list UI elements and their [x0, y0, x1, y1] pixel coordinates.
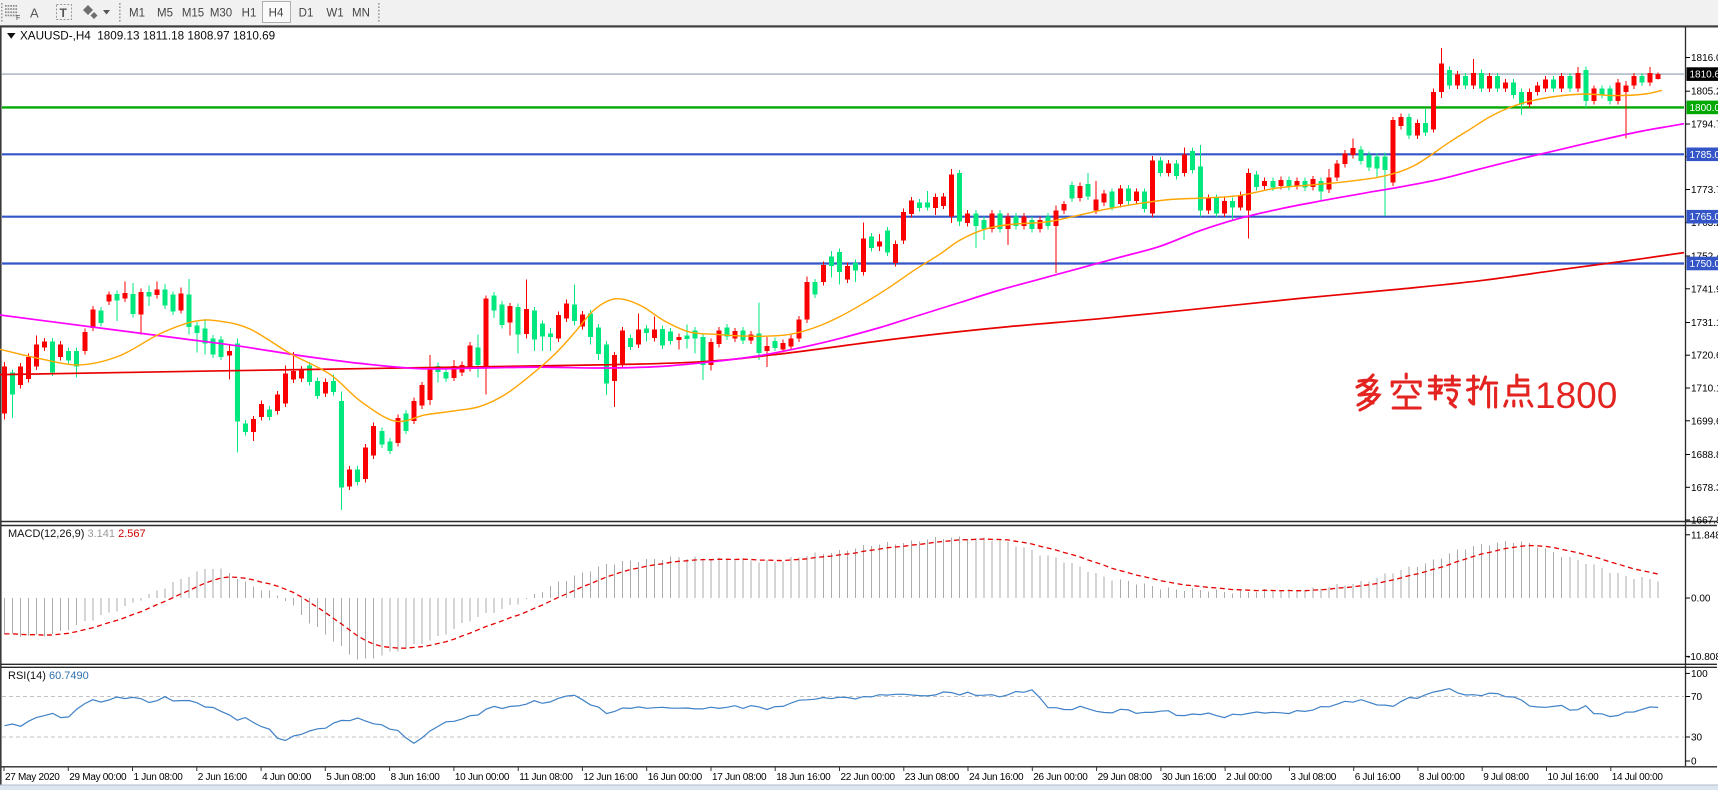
svg-text:M1: M1	[129, 8, 145, 20]
svg-text:1800: 1800	[1535, 375, 1617, 416]
svg-text:27 May 2020: 27 May 2020	[5, 772, 60, 783]
svg-text:8 Jun 16:00: 8 Jun 16:00	[391, 772, 441, 783]
svg-text:T: T	[60, 6, 68, 20]
svg-text:1750.0: 1750.0	[1690, 259, 1718, 270]
svg-text:29 May 00:00: 29 May 00:00	[69, 772, 127, 783]
svg-text:MACD(12,26,9) 3.141 2.567: MACD(12,26,9) 3.141 2.567	[8, 528, 146, 540]
svg-text:70: 70	[1691, 692, 1703, 703]
svg-text:1688.8: 1688.8	[1691, 450, 1718, 461]
svg-text:30 Jun 16:00: 30 Jun 16:00	[1162, 772, 1217, 783]
svg-text:H1: H1	[242, 8, 257, 20]
svg-text:1810.6: 1810.6	[1690, 70, 1718, 81]
svg-text:14 Jul 00:00: 14 Jul 00:00	[1612, 772, 1664, 783]
svg-text:11 Jun 08:00: 11 Jun 08:00	[519, 772, 573, 783]
svg-text:4 Jun 00:00: 4 Jun 00:00	[262, 772, 312, 783]
svg-text:8 Jul 00:00: 8 Jul 00:00	[1419, 772, 1465, 783]
svg-text:MN: MN	[352, 8, 370, 20]
svg-text:16 Jun 00:00: 16 Jun 00:00	[648, 772, 703, 783]
svg-text:1 Jun 08:00: 1 Jun 08:00	[134, 772, 184, 783]
svg-text:30: 30	[1691, 733, 1703, 744]
svg-text:5 Jun 08:00: 5 Jun 08:00	[326, 772, 376, 783]
svg-text:W1: W1	[326, 8, 343, 20]
svg-text:1667.8: 1667.8	[1691, 516, 1718, 527]
svg-text:1699.6: 1699.6	[1691, 416, 1718, 427]
svg-text:F: F	[16, 15, 20, 22]
svg-text:17 Jun 08:00: 17 Jun 08:00	[712, 772, 767, 783]
svg-text:0: 0	[1691, 757, 1697, 768]
svg-text:11.848: 11.848	[1691, 530, 1718, 541]
svg-text:29 Jun 08:00: 29 Jun 08:00	[1098, 772, 1153, 783]
svg-text:1678.3: 1678.3	[1691, 483, 1718, 494]
svg-text:1800.0: 1800.0	[1690, 103, 1718, 114]
svg-text:0.00: 0.00	[1691, 594, 1711, 605]
svg-text:24 Jun 16:00: 24 Jun 16:00	[969, 772, 1024, 783]
svg-text:1794.7: 1794.7	[1691, 120, 1718, 131]
svg-text:1773.7: 1773.7	[1691, 185, 1718, 196]
svg-text:3 Jul 08:00: 3 Jul 08:00	[1290, 772, 1336, 783]
svg-text:18 Jun 16:00: 18 Jun 16:00	[776, 772, 831, 783]
svg-text:M30: M30	[210, 8, 232, 20]
svg-text:1710.1: 1710.1	[1691, 384, 1718, 395]
svg-text:1816.0: 1816.0	[1691, 53, 1718, 64]
svg-text:1741.9: 1741.9	[1691, 284, 1718, 295]
svg-text:1785.0: 1785.0	[1690, 150, 1718, 161]
svg-text:12 Jun 16:00: 12 Jun 16:00	[583, 772, 638, 783]
svg-text:2 Jun 16:00: 2 Jun 16:00	[198, 772, 248, 783]
svg-text:1805.2: 1805.2	[1691, 87, 1718, 98]
svg-text:22 Jun 00:00: 22 Jun 00:00	[841, 772, 896, 783]
svg-text:M5: M5	[157, 8, 173, 20]
svg-text:1765.0: 1765.0	[1690, 212, 1718, 223]
svg-text:A: A	[30, 6, 39, 21]
svg-text:1720.6: 1720.6	[1691, 351, 1718, 362]
svg-text:2 Jul 00:00: 2 Jul 00:00	[1226, 772, 1272, 783]
svg-text:D1: D1	[299, 8, 314, 20]
svg-text:-10.808: -10.808	[1687, 652, 1718, 663]
svg-text:6 Jul 16:00: 6 Jul 16:00	[1355, 772, 1401, 783]
svg-text:100: 100	[1691, 669, 1708, 680]
svg-text:M15: M15	[182, 8, 204, 20]
svg-text:XAUUSD-,H4 1809.13 1811.18 18: XAUUSD-,H4 1809.13 1811.18 1808.97 1810.…	[20, 30, 275, 43]
svg-text:1731.1: 1731.1	[1691, 318, 1718, 329]
svg-text:26 Jun 00:00: 26 Jun 00:00	[1033, 772, 1088, 783]
svg-text:10 Jun 00:00: 10 Jun 00:00	[455, 772, 510, 783]
svg-text:10 Jul 16:00: 10 Jul 16:00	[1548, 772, 1600, 783]
svg-text:23 Jun 08:00: 23 Jun 08:00	[905, 772, 960, 783]
svg-text:RSI(14) 60.7490: RSI(14) 60.7490	[8, 670, 89, 682]
svg-text:9 Jul 08:00: 9 Jul 08:00	[1483, 772, 1529, 783]
svg-text:H4: H4	[269, 8, 284, 20]
